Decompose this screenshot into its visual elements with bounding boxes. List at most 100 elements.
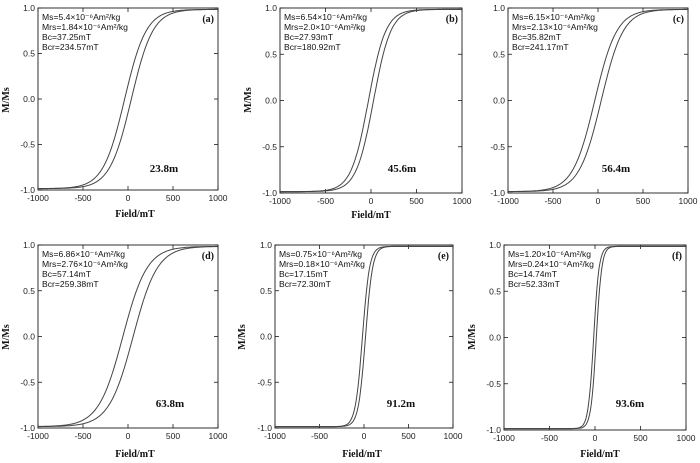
- y-tick-label: 0.5: [265, 49, 277, 59]
- y-tick-label: 0.5: [493, 49, 505, 59]
- x-tick-label: -1000: [27, 431, 49, 441]
- parameter-annotation: Mrs=2.13×10⁻⁶Am²/kg: [512, 22, 598, 32]
- x-axis-label: Field/mT: [342, 449, 382, 460]
- y-tick-label: 1.0: [493, 3, 505, 13]
- y-tick-label: 0.0: [265, 96, 277, 106]
- depth-label: 56.4m: [602, 163, 630, 175]
- depth-label: 45.6m: [388, 163, 416, 175]
- x-tick-label: 500: [166, 193, 180, 203]
- y-tick-label: 1.0: [23, 3, 35, 13]
- x-tick-label: 1000: [209, 193, 228, 203]
- y-tick-label: -1.0: [257, 423, 272, 433]
- parameter-annotation: Bc=17.15mT: [279, 269, 329, 279]
- parameter-annotation: Ms=6.54×10⁻⁶Am²/kg: [284, 12, 367, 22]
- x-axis-label: Field/mT: [115, 449, 155, 460]
- y-tick-label: -0.5: [20, 140, 35, 150]
- parameter-annotation: Bcr=52.33mT: [508, 279, 561, 289]
- x-axis-label: Field/mT: [580, 449, 620, 460]
- y-axis-label: M/Ms: [237, 324, 248, 350]
- hysteresis-panel: -1000 -500 0 500 1000 -1.0 -0.5 0.0 0.5 1.0 Ms=6.8…: [1, 240, 228, 460]
- x-tick-label: 500: [636, 196, 650, 206]
- panel-label: (e): [438, 251, 449, 262]
- panel-label: (c): [673, 14, 684, 25]
- parameter-annotation: Mrs=1.84×10⁻⁶Am²/kg: [42, 22, 128, 32]
- panel-label: (a): [202, 14, 214, 25]
- parameter-annotation: Bc=35.82mT: [512, 32, 562, 42]
- parameter-annotation: Bcr=259.38mT: [42, 279, 99, 289]
- parameter-annotation: Bc=37.25mT: [42, 32, 92, 42]
- x-tick-label: -1000: [27, 193, 49, 203]
- parameter-annotation: Ms=5.4×10⁻⁶Am²/kg: [42, 12, 121, 22]
- parameter-annotation: Bcr=241.17mT: [512, 42, 569, 52]
- x-tick-label: 0: [369, 196, 374, 206]
- hysteresis-panel: -1000 -500 0 500 1000 -1.0 -0.5 0.0 0.5 1.0 Ms=6.1…: [490, 3, 697, 206]
- y-tick-label: 1.0: [23, 240, 35, 250]
- y-axis-label: M/Ms: [1, 87, 12, 113]
- x-tick-label: 500: [633, 433, 647, 443]
- parameter-annotation: Ms=6.15×10⁻⁶Am²/kg: [512, 12, 595, 22]
- panel-label: (d): [202, 251, 214, 262]
- y-tick-label: 0.5: [23, 49, 35, 59]
- x-tick-label: 0: [593, 433, 598, 443]
- y-axis-label: M/Ms: [243, 87, 254, 113]
- ascending-branch: [275, 245, 453, 428]
- parameter-annotation: Ms=0.75×10⁻⁶Am²/kg: [279, 249, 362, 259]
- depth-label: 23.8m: [150, 163, 178, 175]
- parameter-annotation: Ms=6.86×10⁻⁶Am²/kg: [42, 249, 125, 259]
- hysteresis-panel: -1000 -500 0 500 1000 -1.0 -0.5 0.0 0.5 1.0 Ms=6.5…: [243, 3, 472, 221]
- y-tick-label: -1.0: [262, 188, 277, 198]
- parameter-annotation: Bc=57.14mT: [42, 269, 92, 279]
- y-tick-label: -0.5: [257, 377, 272, 387]
- y-tick-label: 1.0: [265, 3, 277, 13]
- x-tick-label: 0: [126, 193, 131, 203]
- y-tick-label: -1.0: [20, 423, 35, 433]
- parameter-annotation: Bc=14.74mT: [508, 269, 558, 279]
- x-tick-label: -500: [311, 431, 328, 441]
- x-tick-label: 1000: [444, 431, 463, 441]
- x-axis-label: Field/mT: [351, 210, 391, 221]
- x-tick-label: 500: [409, 196, 423, 206]
- x-tick-label: 0: [596, 196, 601, 206]
- parameter-annotation: Bc=27.93mT: [284, 32, 334, 42]
- panel-label: (b): [446, 14, 458, 25]
- y-tick-label: -0.5: [262, 142, 277, 152]
- x-tick-label: 0: [362, 431, 367, 441]
- x-tick-label: -500: [317, 196, 334, 206]
- depth-label: 93.6m: [616, 398, 644, 410]
- ascending-branch: [504, 245, 686, 430]
- y-axis-label: M/Ms: [467, 324, 478, 350]
- x-axis-label: Field/mT: [115, 209, 155, 220]
- x-tick-label: -500: [74, 193, 91, 203]
- x-tick-label: 500: [166, 431, 180, 441]
- x-tick-label: 1000: [209, 431, 228, 441]
- parameter-annotation: Mrs=0.18×10⁻⁶Am²/kg: [279, 259, 365, 269]
- hysteresis-panel: -1000 -500 0 500 1000 -1.0 -0.5 0.0 0.5 1.0 Ms=1.2…: [467, 240, 696, 460]
- x-tick-label: -500: [74, 431, 91, 441]
- x-tick-label: -500: [544, 196, 561, 206]
- parameter-annotation: Mrs=2.0×10⁻⁶Am²/kg: [284, 22, 365, 32]
- x-tick-label: -1000: [493, 433, 515, 443]
- y-axis-label: M/Ms: [1, 324, 12, 350]
- y-tick-label: -1.0: [20, 185, 35, 195]
- y-tick-label: 0.5: [23, 286, 35, 296]
- x-tick-label: -1000: [497, 196, 519, 206]
- parameter-annotation: Ms=1.20×10⁻⁶Am²/kg: [508, 249, 591, 259]
- y-tick-label: 1.0: [489, 240, 501, 250]
- panel-label: (f): [672, 251, 682, 262]
- parameter-annotation: Bcr=72.30mT: [279, 279, 332, 289]
- y-tick-label: -1.0: [486, 425, 501, 435]
- x-tick-label: 0: [126, 431, 131, 441]
- y-tick-label: 0.0: [23, 94, 35, 104]
- depth-label: 63.8m: [156, 398, 184, 410]
- parameter-annotation: Bcr=234.57mT: [42, 42, 99, 52]
- x-tick-label: 1000: [679, 196, 698, 206]
- y-tick-label: 0.5: [260, 286, 272, 296]
- x-tick-label: -1000: [269, 196, 291, 206]
- y-tick-label: 0.0: [260, 332, 272, 342]
- ascending-branch: [38, 8, 218, 190]
- parameter-annotation: Mrs=0.24×10⁻⁶Am²/kg: [508, 259, 594, 269]
- parameter-annotation: Mrs=2.76×10⁻⁶Am²/kg: [42, 259, 128, 269]
- descending-branch: [37, 245, 218, 427]
- y-tick-label: 1.0: [260, 240, 272, 250]
